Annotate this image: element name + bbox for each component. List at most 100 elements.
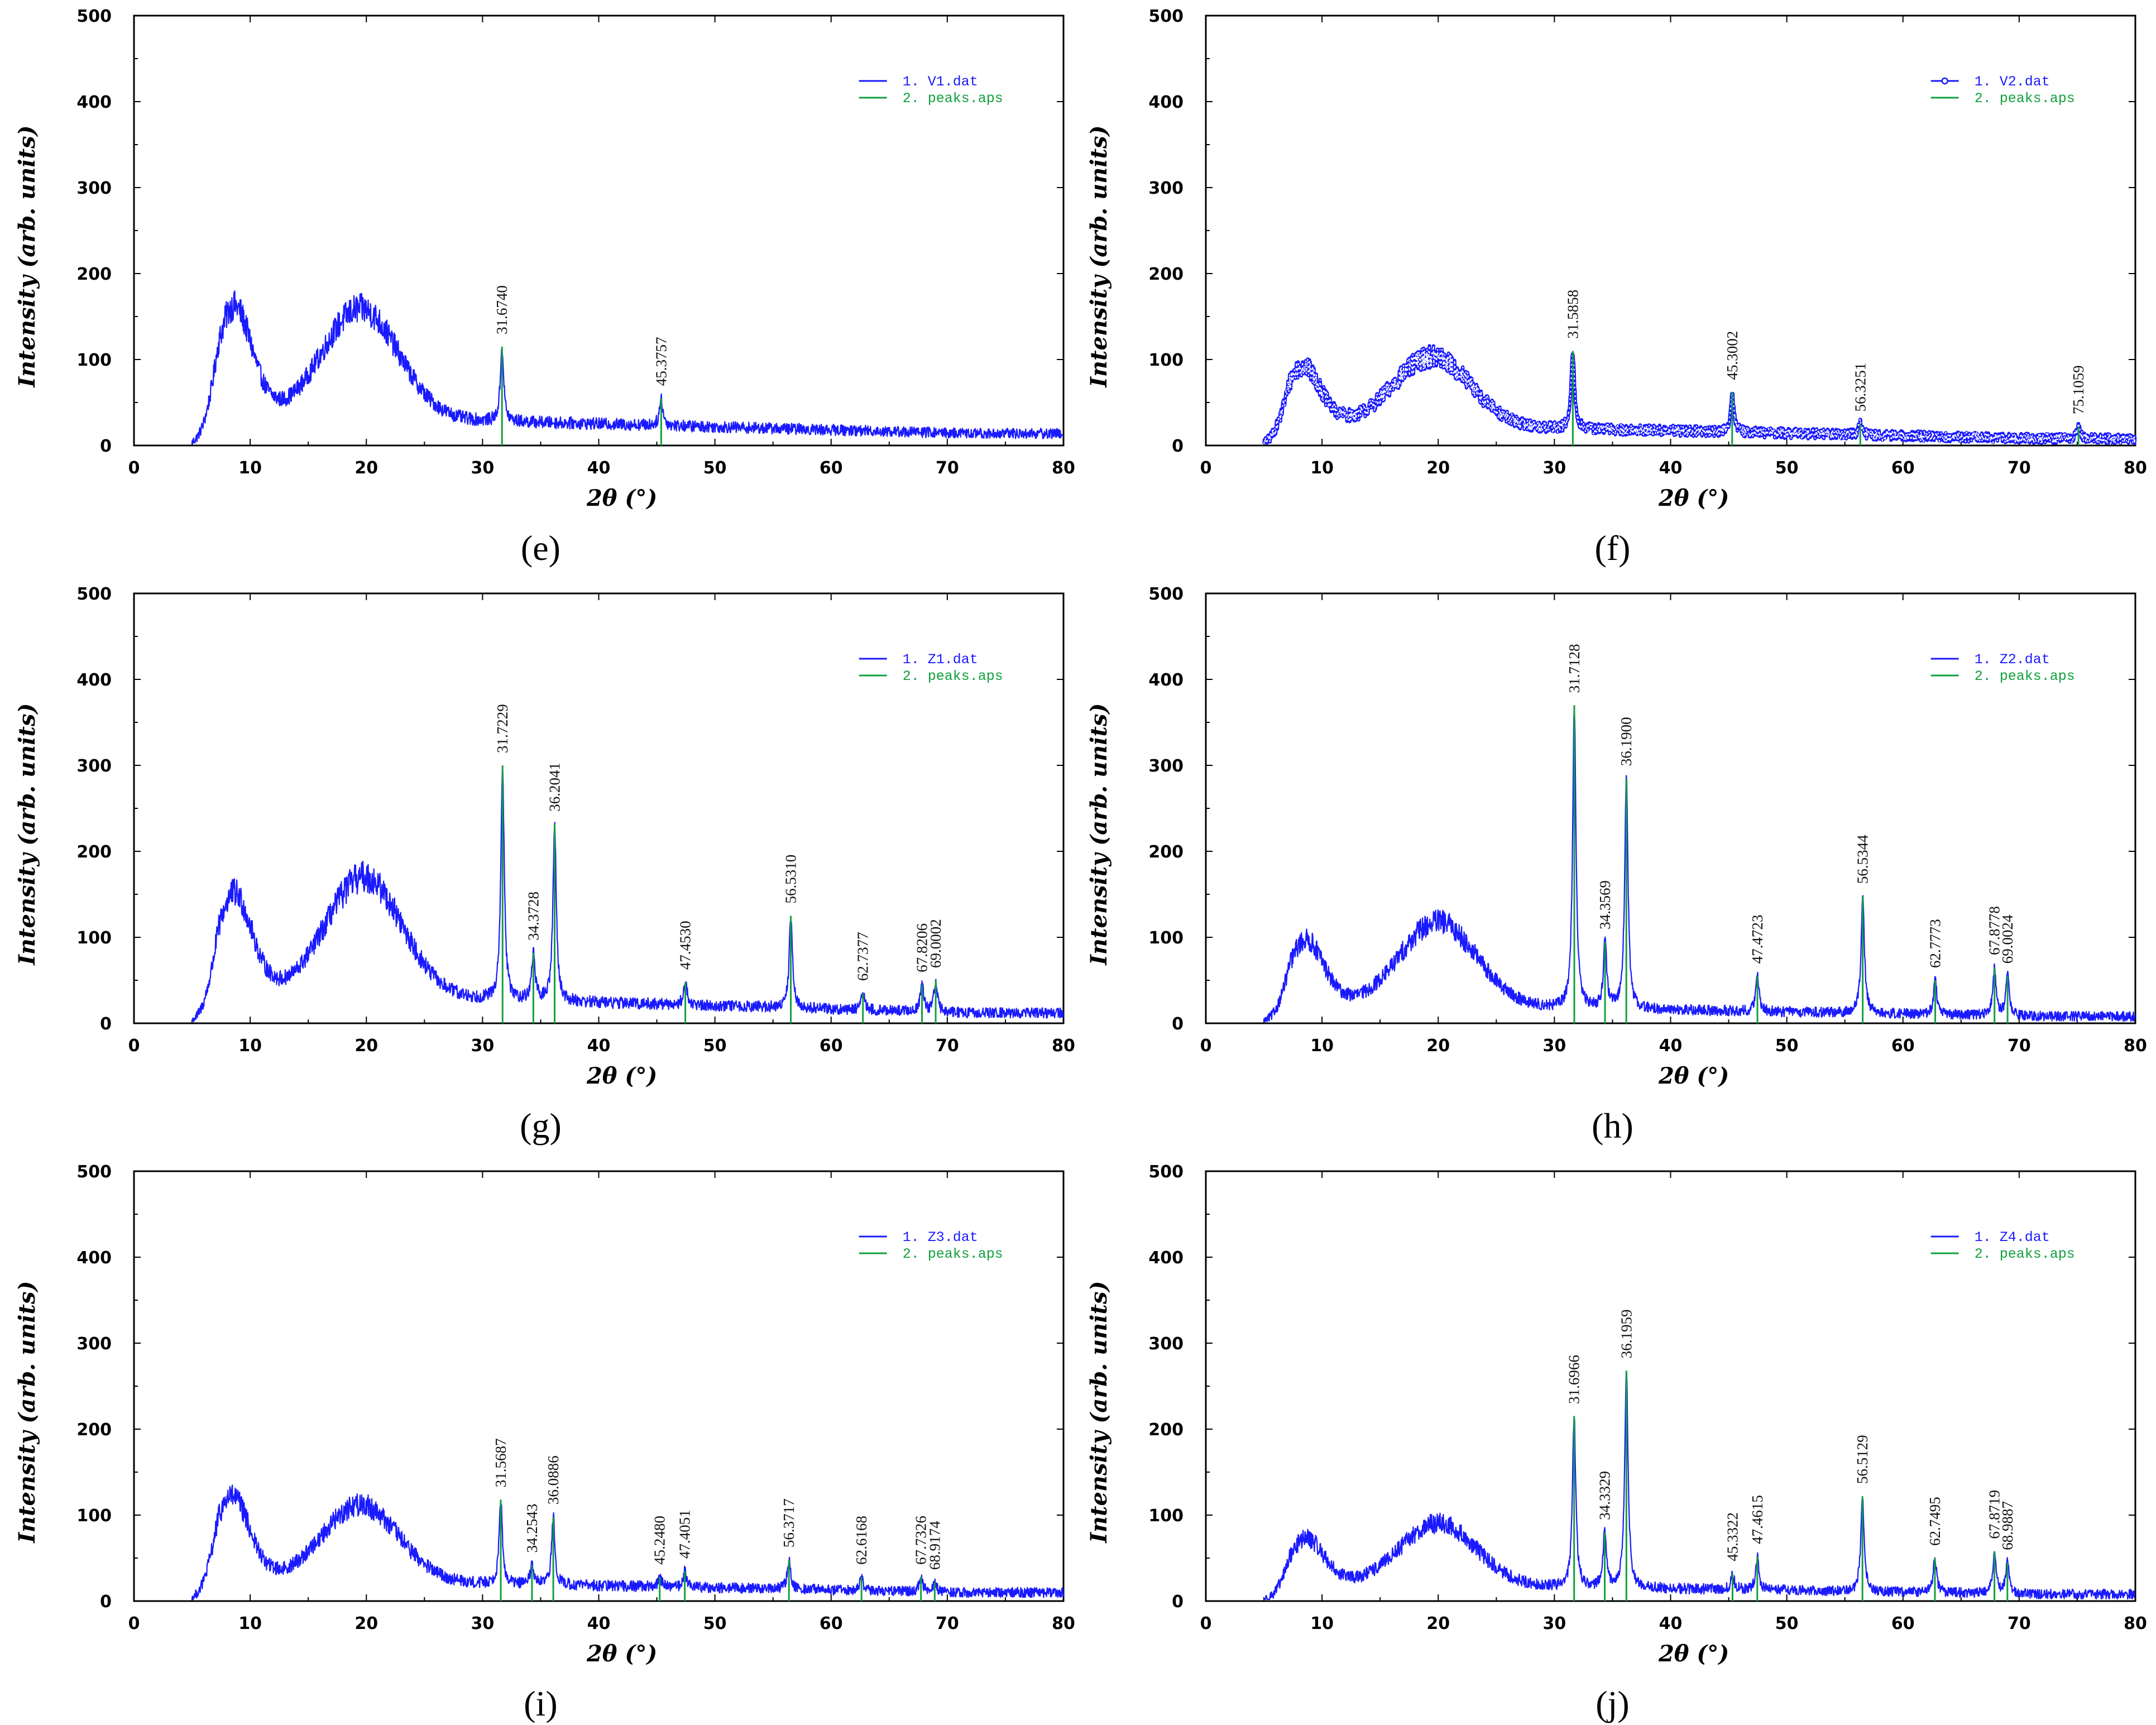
y-tick-label: 200 [1148, 842, 1184, 862]
y-tick-label: 100 [1148, 928, 1184, 948]
x-tick-label: 40 [587, 1614, 611, 1633]
x-tick-label: 10 [238, 1614, 262, 1633]
peak-label: 31.5687 [492, 1439, 509, 1488]
legend-entry-peaks: 2. peaks.aps [903, 90, 1003, 107]
y-axis-title: Intensity (arb. units) [1086, 126, 1112, 388]
peak-label: 62.7377 [855, 932, 871, 981]
peak-label: 56.3717 [780, 1498, 797, 1547]
x-tick-label: 0 [1200, 458, 1212, 478]
y-axis-title: Intensity (arb. units) [1086, 1281, 1112, 1544]
x-tick-label: 60 [1891, 1614, 1915, 1633]
y-tick-label: 200 [76, 842, 112, 862]
y-tick-label: 100 [76, 351, 112, 370]
peak-label: 68.9887 [1999, 1501, 2016, 1550]
y-tick-label: 500 [1148, 584, 1184, 604]
x-tick-label: 20 [1426, 1036, 1450, 1056]
y-tick-label: 500 [76, 584, 112, 604]
xrd-pattern-marker-overlay [1263, 346, 2136, 445]
x-tick-label: 80 [2124, 1614, 2147, 1633]
x-tick-label: 30 [1543, 1036, 1566, 1056]
x-tick-label: 80 [2124, 458, 2147, 478]
peak-label: 34.3329 [1597, 1471, 1613, 1520]
x-tick-label: 60 [820, 1036, 843, 1056]
y-tick-label: 0 [1172, 1592, 1184, 1612]
panel-label: (i) [524, 1684, 557, 1723]
legend-entry-pattern: 1. V2.dat [1975, 74, 2050, 90]
x-tick-label: 80 [2124, 1036, 2147, 1056]
y-tick-label: 0 [1172, 1014, 1184, 1034]
y-tick-label: 100 [1148, 1506, 1184, 1526]
x-tick-label: 50 [703, 458, 727, 478]
peak-label: 62.6168 [853, 1516, 870, 1565]
y-axis-title: Intensity (arb. units) [14, 1281, 40, 1544]
peak-label: 69.0002 [927, 919, 944, 968]
xrd-pattern-line [1263, 708, 2136, 1022]
panel-i: 0 10 20 30 40 50 60 70 80 0 100 200 300 400 500 2θ (°) I… [14, 1162, 1075, 1723]
panel-label: (j) [1596, 1684, 1629, 1723]
x-tick-label: 20 [1426, 458, 1450, 478]
peak-label: 62.7495 [1927, 1497, 1943, 1546]
panel-g: 0 10 20 30 40 50 60 70 80 0 100 200 300 400 500 2θ (°) I… [14, 584, 1075, 1146]
peak-label: 67.7326 [913, 1516, 930, 1565]
peak-label: 56.3251 [1852, 363, 1868, 412]
x-tick-label: 50 [1775, 1614, 1799, 1633]
x-tick-label: 70 [2008, 1036, 2031, 1056]
y-tick-label: 400 [76, 93, 112, 112]
peak-label: 69.0024 [1999, 914, 2016, 964]
x-tick-label: 70 [2008, 458, 2031, 478]
x-tick-label: 30 [1543, 458, 1566, 478]
peak-label: 62.7773 [1927, 919, 1944, 968]
x-tick-label: 30 [471, 458, 495, 478]
y-tick-label: 0 [100, 1014, 112, 1034]
peak-label: 67.8778 [1986, 906, 2003, 955]
x-tick-label: 30 [471, 1614, 495, 1633]
y-tick-label: 300 [76, 1334, 112, 1354]
x-tick-label: 20 [1426, 1614, 1450, 1633]
peak-label: 45.2480 [651, 1516, 668, 1565]
peak-label: 36.2041 [546, 763, 563, 812]
peak-label: 45.3757 [653, 337, 669, 386]
y-tick-label: 0 [1172, 437, 1184, 456]
legend-entry-pattern: 1. Z3.dat [903, 1229, 978, 1245]
x-tick-label: 20 [354, 458, 378, 478]
legend-entry-peaks: 2. peaks.aps [903, 1246, 1003, 1262]
y-tick-label: 300 [76, 756, 112, 776]
x-tick-label: 10 [238, 1036, 262, 1056]
panel-h: 0 10 20 30 40 50 60 70 80 0 100 200 300 400 500 2θ (°) I… [1086, 584, 2147, 1146]
x-tick-label: 60 [820, 458, 843, 478]
y-axis-title: Intensity (arb. units) [14, 126, 40, 388]
legend-entry-pattern: 1. V1.dat [903, 74, 978, 90]
xrd-pattern-line [1262, 344, 2137, 445]
peak-label: 31.5858 [1564, 290, 1581, 339]
x-tick-label: 30 [471, 1036, 495, 1056]
panel-f: 0 10 20 30 40 50 60 70 80 0 100 200 300 400 500 2θ (°) I… [1086, 7, 2147, 568]
x-tick-label: 0 [1200, 1614, 1212, 1633]
x-tick-label: 10 [1310, 1614, 1334, 1633]
legend-entry-peaks: 2. peaks.aps [1975, 668, 2075, 684]
y-axis-title: Intensity (arb. units) [1086, 703, 1112, 966]
y-tick-label: 300 [1148, 1334, 1184, 1354]
y-tick-label: 200 [1148, 1420, 1184, 1440]
x-tick-label: 80 [1052, 1614, 1075, 1633]
x-axis-title: 2θ (°) [586, 485, 657, 511]
x-tick-label: 80 [1052, 1036, 1075, 1056]
peak-label: 34.3728 [525, 892, 542, 941]
x-tick-label: 0 [1200, 1036, 1212, 1056]
x-tick-label: 20 [354, 1036, 378, 1056]
x-tick-label: 80 [1052, 458, 1075, 478]
x-tick-label: 20 [354, 1614, 378, 1633]
peak-label: 45.3322 [1724, 1512, 1741, 1561]
xrd-pattern-line [1263, 1371, 2135, 1600]
peak-label: 75.1059 [2070, 365, 2087, 414]
panel-label: (h) [1592, 1106, 1633, 1146]
panel-label: (f) [1594, 528, 1630, 568]
x-tick-label: 70 [936, 458, 959, 478]
y-tick-label: 500 [1148, 1162, 1184, 1182]
legend-entry-peaks: 2. peaks.aps [1975, 90, 2075, 107]
xrd-pattern-line [191, 767, 1064, 1022]
x-axis-title: 2θ (°) [1658, 1063, 1729, 1089]
legend-entry-pattern: 1. Z1.dat [903, 651, 978, 668]
peak-label: 56.5310 [783, 855, 799, 904]
y-tick-label: 0 [100, 1592, 112, 1612]
peak-label: 47.4615 [1749, 1495, 1766, 1544]
